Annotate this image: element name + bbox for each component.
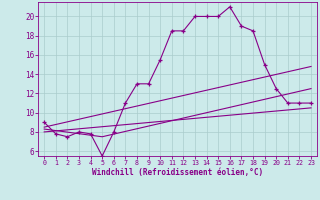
X-axis label: Windchill (Refroidissement éolien,°C): Windchill (Refroidissement éolien,°C) xyxy=(92,168,263,177)
